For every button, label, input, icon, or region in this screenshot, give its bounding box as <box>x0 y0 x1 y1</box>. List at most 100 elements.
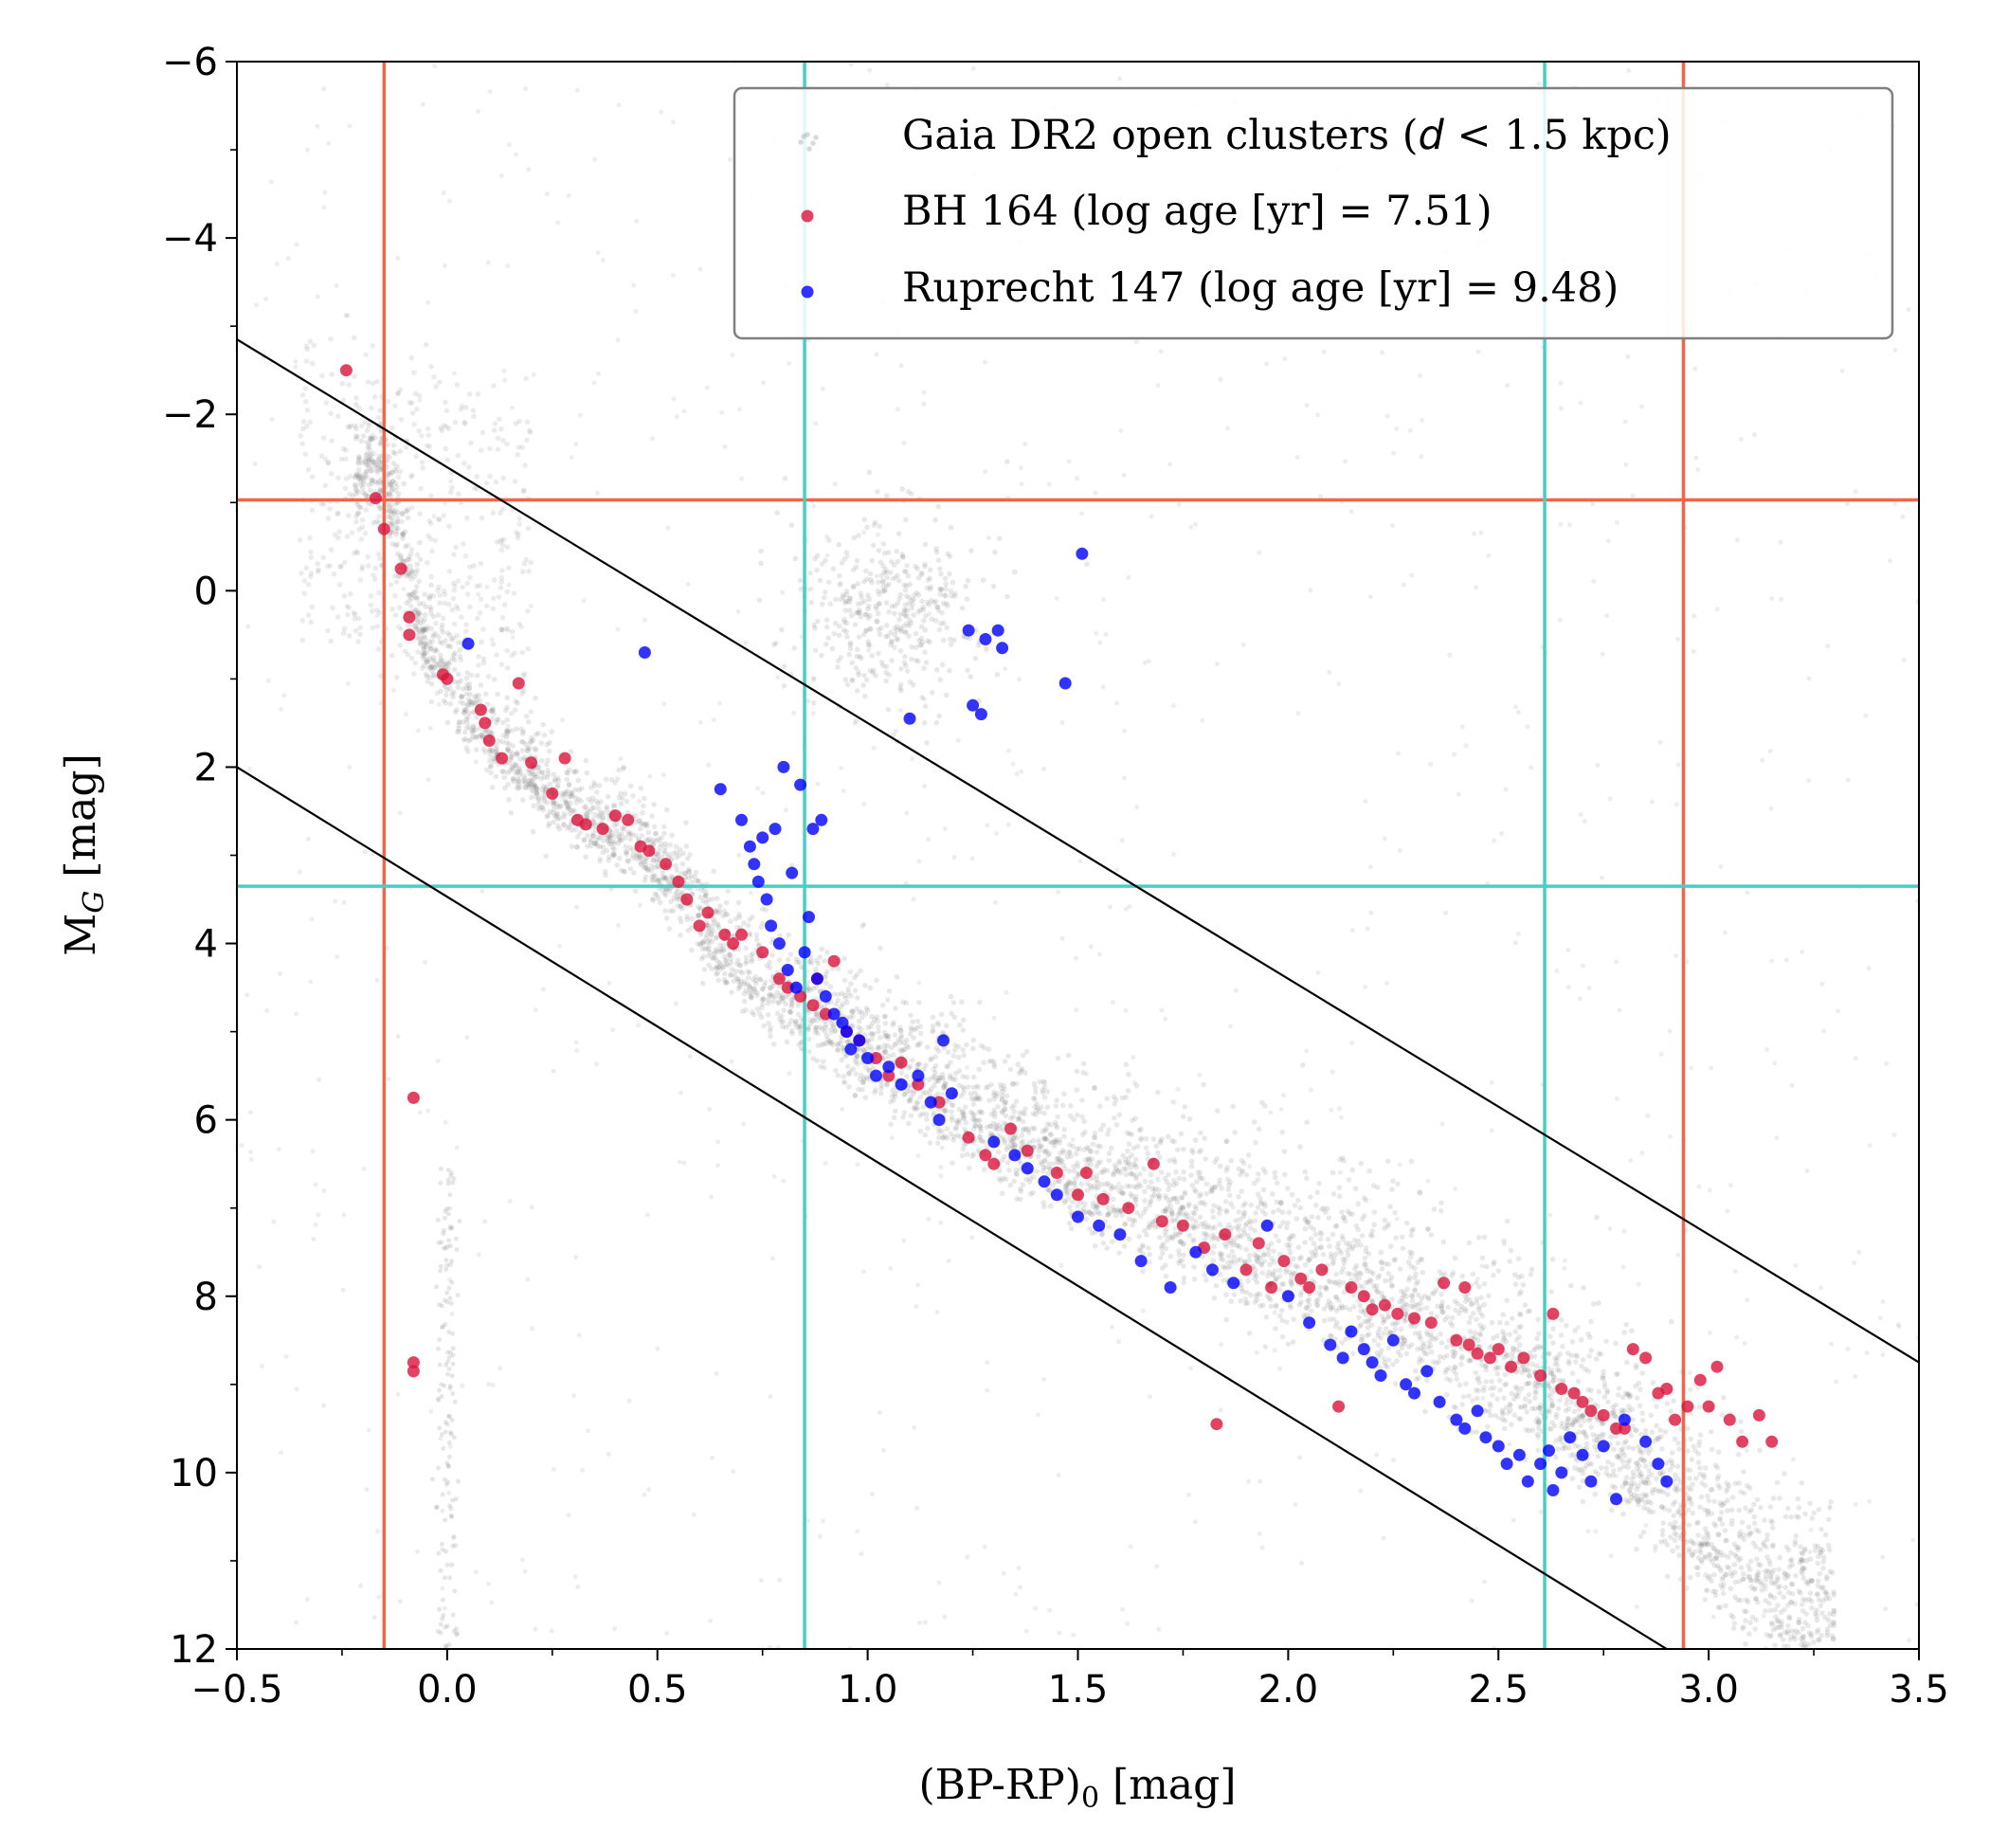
background-star <box>605 793 611 800</box>
background-star <box>1318 1244 1324 1251</box>
background-star <box>1081 1118 1088 1124</box>
background-star <box>747 916 752 923</box>
background-star <box>478 732 483 738</box>
background-star <box>721 953 728 960</box>
background-star <box>884 1033 891 1040</box>
background-star <box>1672 1537 1678 1544</box>
background-star <box>1782 1606 1787 1612</box>
background-star <box>780 1019 787 1024</box>
background-star <box>1596 1388 1602 1395</box>
background-star <box>862 1011 869 1017</box>
background-star <box>1721 1395 1727 1401</box>
background-star <box>500 769 507 774</box>
background-star <box>1819 1548 1826 1553</box>
background-star <box>700 897 706 904</box>
background-star <box>1150 1136 1157 1142</box>
background-star <box>1022 1112 1027 1117</box>
background-star <box>1686 1495 1692 1501</box>
background-star <box>1239 1233 1244 1240</box>
background-star <box>833 1067 839 1074</box>
background-star <box>1801 1546 1808 1552</box>
background-star <box>1758 1505 1764 1511</box>
background-star <box>1286 1245 1293 1251</box>
background-star <box>1608 1434 1614 1440</box>
background-star <box>1513 1337 1520 1343</box>
background-star <box>1800 1638 1806 1643</box>
background-star <box>783 993 789 1000</box>
background-star <box>717 903 723 909</box>
background-star <box>1203 1231 1209 1238</box>
background-star <box>679 861 686 867</box>
background-star <box>1364 1332 1370 1339</box>
background-star <box>1738 1428 1745 1435</box>
background-star <box>1767 1561 1773 1567</box>
background-star <box>853 1071 859 1077</box>
background-star <box>1357 1302 1363 1309</box>
background-star <box>1675 1440 1681 1446</box>
background-star <box>377 408 384 413</box>
background-star <box>504 770 511 776</box>
background-star <box>995 1104 1001 1110</box>
background-star <box>745 922 751 929</box>
background-star <box>448 637 455 643</box>
background-star <box>1503 1381 1510 1387</box>
background-star <box>1318 1231 1325 1237</box>
background-star <box>1741 1469 1746 1475</box>
background-star <box>1392 1381 1399 1386</box>
background-star <box>625 859 631 864</box>
background-star <box>1620 1408 1626 1415</box>
background-star <box>1481 1234 1488 1241</box>
background-star <box>1084 1144 1090 1150</box>
background-star <box>891 1096 896 1103</box>
background-star <box>624 798 630 805</box>
background-star <box>1000 1157 1005 1163</box>
background-star <box>1626 1391 1632 1397</box>
background-star <box>1512 1281 1519 1287</box>
background-star <box>1528 1271 1534 1277</box>
background-star <box>1566 1361 1572 1367</box>
background-star <box>789 1030 795 1037</box>
background-star <box>759 906 766 912</box>
background-star <box>1409 1293 1416 1298</box>
background-star <box>1094 1204 1100 1209</box>
background-star <box>1403 1316 1409 1323</box>
background-star <box>1686 1522 1692 1528</box>
background-star <box>1108 1186 1114 1192</box>
background-star <box>521 773 527 779</box>
background-star <box>1066 1150 1073 1156</box>
background-star <box>1164 1179 1169 1185</box>
background-star <box>914 1018 921 1024</box>
background-star <box>1236 1193 1241 1200</box>
background-star <box>1633 1365 1639 1371</box>
background-star <box>389 521 395 527</box>
background-star <box>1227 1179 1234 1186</box>
background-star <box>479 732 485 737</box>
background-star <box>1301 1313 1307 1318</box>
background-star <box>794 1024 800 1030</box>
background-star <box>1306 1257 1312 1262</box>
background-star <box>638 825 643 832</box>
background-star <box>417 556 424 562</box>
background-star <box>1486 1293 1492 1299</box>
background-star <box>552 776 558 782</box>
background-star <box>387 534 393 539</box>
background-star <box>1408 1263 1414 1269</box>
background-star <box>787 1022 792 1027</box>
background-star <box>1792 1601 1798 1606</box>
background-star <box>1239 1169 1245 1174</box>
background-star <box>787 951 794 957</box>
background-star <box>520 729 527 734</box>
background-star <box>1385 1261 1392 1267</box>
background-star <box>1046 1161 1053 1167</box>
background-star <box>1362 1195 1367 1201</box>
background-star <box>1106 1150 1113 1156</box>
background-star <box>706 947 712 952</box>
background-star <box>1478 1295 1484 1301</box>
background-star <box>1811 1640 1817 1645</box>
background-star <box>528 794 534 801</box>
background-star <box>1025 1127 1032 1132</box>
background-star <box>1032 1096 1038 1102</box>
background-star <box>1410 1226 1417 1232</box>
background-star <box>917 1113 923 1118</box>
background-star <box>536 764 542 770</box>
